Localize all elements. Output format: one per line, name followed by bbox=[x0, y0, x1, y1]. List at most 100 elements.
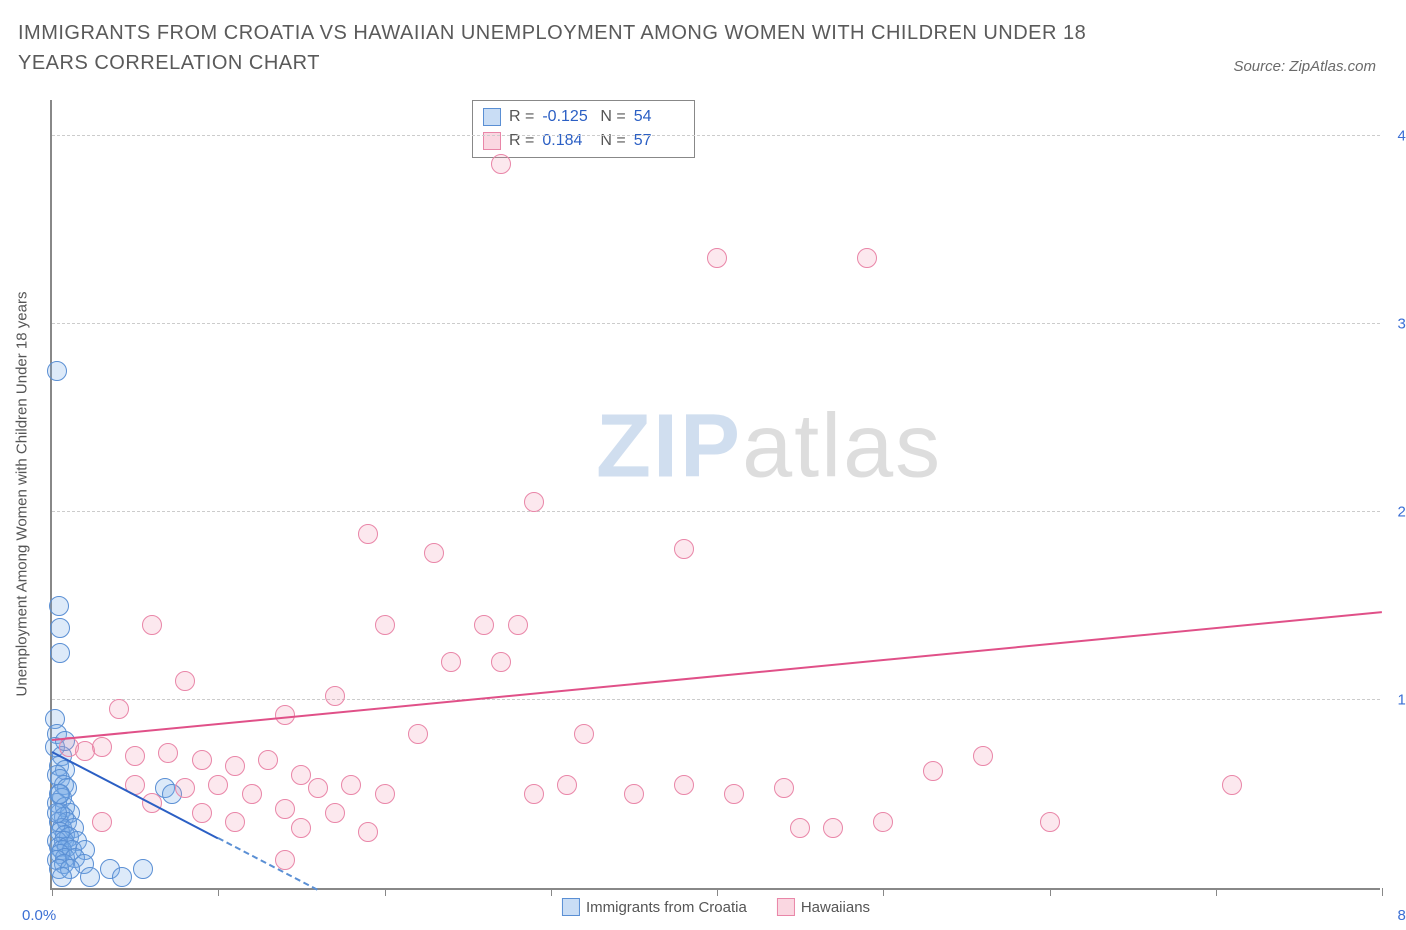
legend-label: Immigrants from Croatia bbox=[586, 899, 747, 916]
n-label: N = bbox=[600, 105, 625, 129]
data-point bbox=[424, 543, 444, 563]
data-point bbox=[408, 724, 428, 744]
data-point bbox=[557, 775, 577, 795]
r-value: -0.125 bbox=[542, 105, 592, 129]
data-point bbox=[441, 652, 461, 672]
data-point bbox=[325, 803, 345, 823]
data-point bbox=[142, 615, 162, 635]
data-point bbox=[574, 724, 594, 744]
chart-title: IMMIGRANTS FROM CROATIA VS HAWAIIAN UNEM… bbox=[18, 18, 1118, 78]
legend-item: Immigrants from Croatia bbox=[562, 898, 747, 916]
gridline bbox=[52, 135, 1380, 136]
scatter-plot: Unemployment Among Women with Children U… bbox=[50, 100, 1380, 890]
x-tick-label: 80.0% bbox=[1397, 907, 1406, 924]
data-point bbox=[109, 699, 129, 719]
x-tick bbox=[1216, 888, 1217, 896]
data-point bbox=[491, 154, 511, 174]
data-point bbox=[50, 784, 70, 804]
data-point bbox=[275, 850, 295, 870]
x-tick bbox=[1382, 888, 1383, 896]
x-tick-label: 0.0% bbox=[22, 907, 56, 924]
data-point bbox=[291, 818, 311, 838]
r-label: R = bbox=[509, 129, 534, 153]
data-point bbox=[358, 822, 378, 842]
data-point bbox=[225, 756, 245, 776]
data-point bbox=[1040, 812, 1060, 832]
data-point bbox=[192, 803, 212, 823]
n-value: 54 bbox=[634, 105, 684, 129]
data-point bbox=[192, 750, 212, 770]
data-point bbox=[112, 867, 132, 887]
x-tick bbox=[717, 888, 718, 896]
watermark-atlas: atlas bbox=[742, 396, 942, 496]
data-point bbox=[92, 812, 112, 832]
legend: Immigrants from Croatia Hawaiians bbox=[562, 898, 870, 916]
data-point bbox=[375, 784, 395, 804]
data-point bbox=[674, 775, 694, 795]
data-point bbox=[225, 812, 245, 832]
stats-box: R = -0.125 N = 54 R = 0.184 N = 57 bbox=[472, 100, 695, 158]
y-axis-label: Unemployment Among Women with Children U… bbox=[14, 292, 31, 697]
data-point bbox=[923, 761, 943, 781]
y-tick-label: 30.0% bbox=[1385, 315, 1406, 332]
watermark: ZIPatlas bbox=[596, 395, 942, 498]
stats-row: R = -0.125 N = 54 bbox=[483, 105, 684, 129]
swatch-icon bbox=[483, 108, 501, 126]
x-tick bbox=[385, 888, 386, 896]
data-point bbox=[175, 671, 195, 691]
x-tick bbox=[883, 888, 884, 896]
data-point bbox=[674, 539, 694, 559]
swatch-icon bbox=[777, 898, 795, 916]
data-point bbox=[973, 746, 993, 766]
data-point bbox=[774, 778, 794, 798]
data-point bbox=[125, 746, 145, 766]
data-point bbox=[1222, 775, 1242, 795]
n-label: N = bbox=[600, 129, 625, 153]
data-point bbox=[474, 615, 494, 635]
data-point bbox=[158, 743, 178, 763]
data-point bbox=[308, 778, 328, 798]
data-point bbox=[47, 803, 67, 823]
data-point bbox=[52, 867, 72, 887]
data-point bbox=[857, 248, 877, 268]
data-point bbox=[524, 784, 544, 804]
x-tick bbox=[52, 888, 53, 896]
legend-item: Hawaiians bbox=[777, 898, 870, 916]
data-point bbox=[92, 737, 112, 757]
data-point bbox=[790, 818, 810, 838]
data-point bbox=[358, 524, 378, 544]
data-point bbox=[375, 615, 395, 635]
x-tick bbox=[218, 888, 219, 896]
data-point bbox=[325, 686, 345, 706]
n-value: 57 bbox=[634, 129, 684, 153]
legend-label: Hawaiians bbox=[801, 899, 870, 916]
trend-line bbox=[52, 611, 1382, 741]
data-point bbox=[707, 248, 727, 268]
data-point bbox=[491, 652, 511, 672]
y-tick-label: 40.0% bbox=[1385, 127, 1406, 144]
y-tick-label: 20.0% bbox=[1385, 503, 1406, 520]
data-point bbox=[508, 615, 528, 635]
trend-line bbox=[218, 837, 319, 891]
data-point bbox=[873, 812, 893, 832]
r-label: R = bbox=[509, 105, 534, 129]
data-point bbox=[624, 784, 644, 804]
x-tick bbox=[1050, 888, 1051, 896]
stats-row: R = 0.184 N = 57 bbox=[483, 129, 684, 153]
y-tick-label: 10.0% bbox=[1385, 691, 1406, 708]
data-point bbox=[49, 596, 69, 616]
r-value: 0.184 bbox=[542, 129, 592, 153]
swatch-icon bbox=[562, 898, 580, 916]
gridline bbox=[52, 511, 1380, 512]
data-point bbox=[80, 867, 100, 887]
data-point bbox=[208, 775, 228, 795]
data-point bbox=[242, 784, 262, 804]
data-point bbox=[175, 778, 195, 798]
data-point bbox=[50, 618, 70, 638]
data-point bbox=[133, 859, 153, 879]
data-point bbox=[291, 765, 311, 785]
data-point bbox=[724, 784, 744, 804]
data-point bbox=[524, 492, 544, 512]
data-point bbox=[50, 643, 70, 663]
gridline bbox=[52, 323, 1380, 324]
